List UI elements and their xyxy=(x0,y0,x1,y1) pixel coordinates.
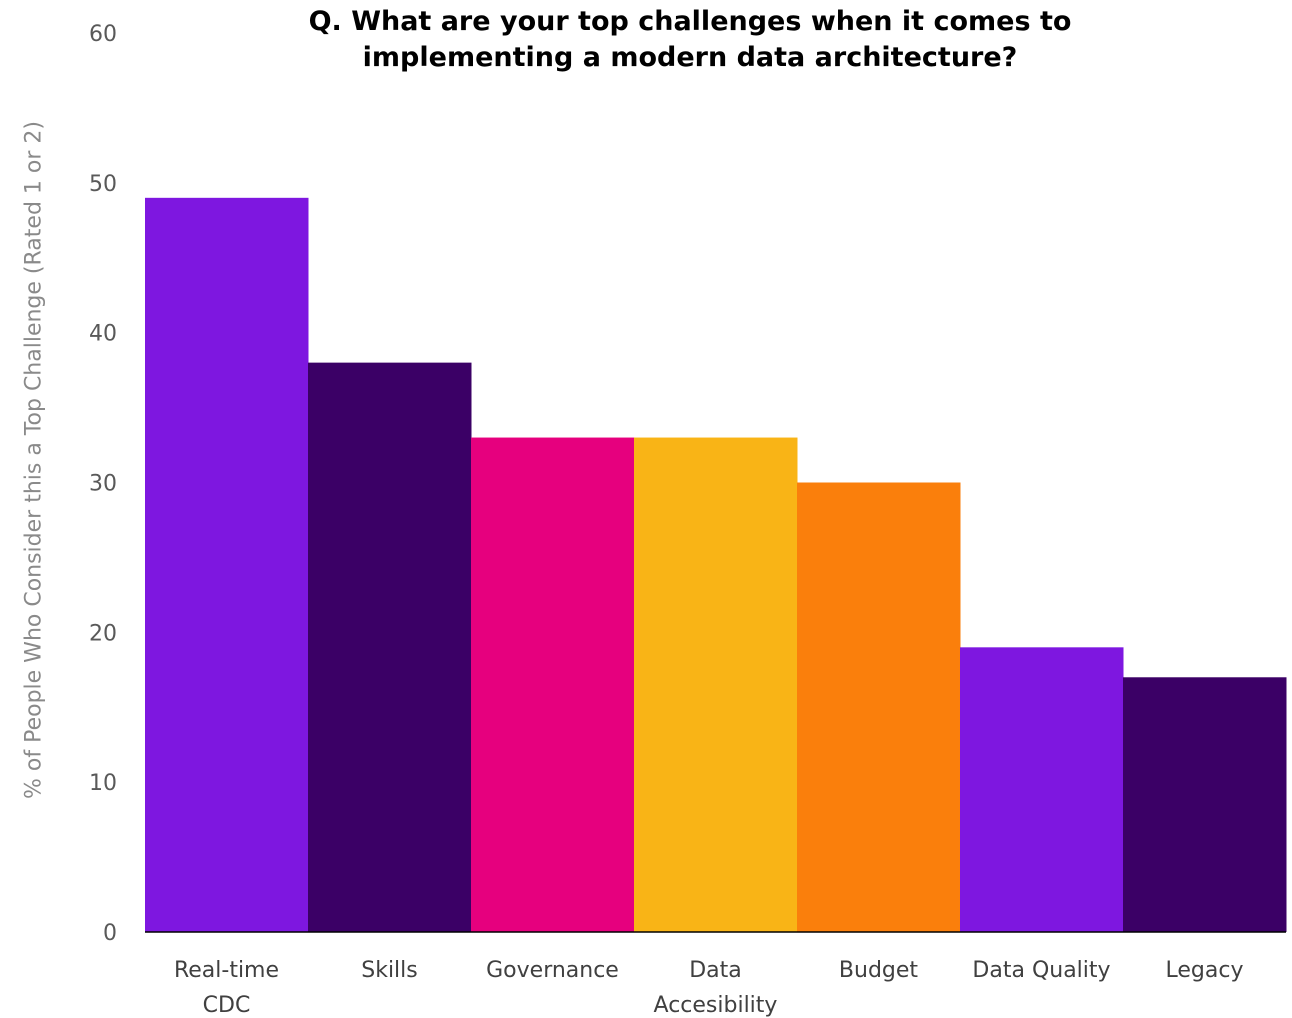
y-tick-label: 20 xyxy=(89,621,117,646)
x-category-label-line: Data Quality xyxy=(972,958,1110,983)
x-category-label: Skills xyxy=(361,958,418,983)
x-category-label-line: Real-time xyxy=(174,958,279,983)
x-category-label: Real-time CDC xyxy=(174,958,279,1018)
bar xyxy=(1123,677,1287,932)
x-category-label: Legacy xyxy=(1166,958,1244,983)
y-tick-label: 30 xyxy=(89,472,117,497)
x-category-label-line: Accesibility xyxy=(654,993,778,1018)
chart-title: Q. What are your top challenges when it … xyxy=(308,6,1072,73)
y-tick-label: 10 xyxy=(89,771,117,796)
bar xyxy=(634,437,798,932)
x-category-label: Data Accesibility xyxy=(654,958,778,1018)
x-category-label-line: Governance xyxy=(486,958,619,983)
bar xyxy=(145,197,309,932)
x-category-label-line: Legacy xyxy=(1166,958,1244,983)
y-tick-labels: 0 10 20 30 40 50 60 xyxy=(89,22,117,946)
x-category-label: Data Quality xyxy=(972,958,1110,983)
bars-group xyxy=(145,197,1287,932)
y-tick-label: 60 xyxy=(89,22,117,47)
x-category-label-line: Budget xyxy=(839,958,919,983)
bar xyxy=(308,362,472,932)
bar xyxy=(471,437,635,932)
x-category-label-line: CDC xyxy=(203,993,251,1018)
x-category-label-line: Skills xyxy=(361,958,418,983)
x-category-label: Budget xyxy=(839,958,919,983)
x-category-label-line: Data xyxy=(689,958,742,983)
y-tick-label: 0 xyxy=(103,921,117,946)
y-tick-label: 40 xyxy=(89,322,117,347)
bar xyxy=(960,647,1124,932)
x-category-label: Governance xyxy=(486,958,619,983)
category-labels: Real-time CDC Skills Governance Data Accesibi… xyxy=(174,958,1244,1018)
bar xyxy=(797,482,961,932)
y-tick-label: 50 xyxy=(89,172,117,197)
